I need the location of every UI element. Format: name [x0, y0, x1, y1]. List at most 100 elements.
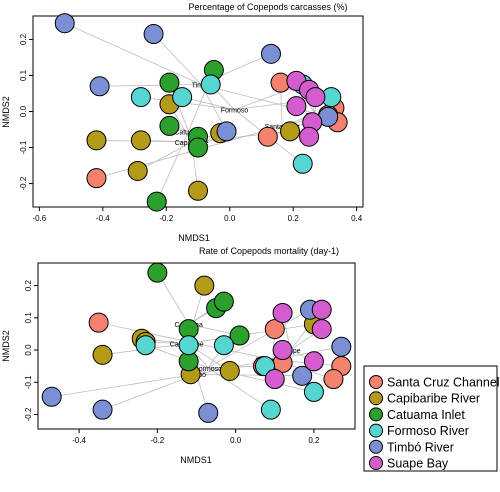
point-suape-bay [305, 87, 326, 108]
bottom-y-axis: -0.2 -0.1 0.0 0.1 0.2 [24, 279, 38, 421]
connector-line [64, 22, 202, 85]
point-catuama-inlet [146, 191, 167, 212]
connector-line [51, 373, 197, 398]
point-suape-bay [264, 369, 285, 390]
legend-label-santa-cruz-channel: Santa Cruz Channel [387, 376, 500, 390]
point-timbo-river [54, 13, 75, 34]
legend-label-suape-bay: Suape Bay [387, 457, 449, 471]
legend-swatch-formoso-river [369, 423, 383, 438]
point-catuama-inlet [147, 262, 168, 283]
point-formoso-river [260, 399, 281, 420]
y-tick-label: 0.1 [24, 312, 33, 324]
x-tick-label: -0.2 [150, 436, 164, 445]
point-santa-cruz-channel [257, 126, 278, 147]
legend-box [363, 365, 498, 472]
connector-line [196, 309, 311, 375]
bottom-panel: Rate of Copepods mortality (day-1) Catua… [1, 246, 356, 465]
connector-line [196, 373, 303, 377]
centroid-label-catuama: Catuama [174, 129, 203, 136]
point-formoso-river [303, 381, 324, 402]
point-formoso-river [172, 87, 193, 108]
connector-line [156, 131, 189, 202]
y-tick-label: -0.2 [24, 407, 33, 421]
y-tick-label: 0.0 [19, 105, 28, 117]
point-capibaribe-river [188, 180, 208, 201]
point-suape-bay [311, 299, 332, 320]
legend-swatch-catuama-inlet [369, 407, 383, 422]
legend-swatch-timbo-river [369, 439, 383, 454]
point-catuama-inlet [188, 137, 208, 158]
point-santa-cruz-channel [264, 319, 285, 340]
centroid-label-formoso: Formoso [194, 366, 222, 373]
y-tick-label: -0.2 [19, 176, 28, 190]
legend-swatch-capibaribe-river [369, 391, 383, 406]
point-suape-bay [272, 302, 293, 323]
connector-line [153, 33, 202, 85]
y-tick-label: 0.2 [24, 279, 33, 291]
point-capibaribe-river [280, 121, 301, 142]
top-y-axis-label: NMDS2 [1, 96, 11, 128]
legend-swatch-santa-cruz-channel [369, 375, 383, 389]
point-timbo-river [41, 386, 62, 407]
connector-line [137, 141, 192, 172]
point-capibaribe-river [194, 275, 215, 296]
point-timbo-river [331, 336, 352, 357]
top-x-axis-label: NMDS1 [178, 233, 210, 243]
point-suape-bay [303, 351, 324, 372]
x-tick-label: -0.4 [72, 436, 86, 445]
connector-line [99, 84, 202, 87]
point-suape-bay [299, 126, 320, 147]
bottom-chart-title: Rate of Copepods mortality (day-1) [199, 246, 339, 256]
point-formoso-river [213, 335, 234, 356]
point-capibaribe-river [127, 160, 148, 181]
bottom-points [41, 262, 352, 423]
top-panel: Percentage of Copepods carcasses (%) Tim… [1, 2, 364, 243]
legend-label-timbo-river: Timbó River [387, 440, 454, 454]
bottom-x-axis: -0.4 -0.2 0.0 0.2 [72, 429, 320, 445]
point-santa-cruz-channel [323, 369, 344, 390]
x-tick-label: 0.2 [288, 214, 300, 223]
point-timbo-river [89, 76, 110, 97]
point-capibaribe-river [92, 344, 113, 365]
point-catuama-inlet [159, 115, 180, 136]
y-tick-label: 0.0 [24, 344, 33, 356]
bottom-plot-frame [37, 262, 356, 430]
top-chart-title: Percentage of Copepods carcasses (%) [188, 2, 347, 12]
point-santa-cruz-channel [86, 168, 107, 189]
point-capibaribe-river [86, 130, 107, 151]
legend: Santa Cruz Channel Capibaribe River Catuam… [363, 365, 500, 472]
point-suape-bay [311, 319, 332, 340]
point-formoso-river [200, 74, 221, 95]
y-tick-label: -0.1 [19, 140, 28, 154]
bottom-x-axis-label: NMDS1 [180, 455, 212, 465]
y-tick-label: 0.1 [19, 69, 28, 81]
x-tick-label: 0.0 [224, 214, 236, 223]
y-tick-label: -0.1 [24, 375, 33, 389]
x-tick-label: 0.0 [230, 436, 242, 445]
connector-line [157, 272, 190, 325]
point-capibaribe-river [219, 360, 240, 381]
point-catuama-inlet [159, 72, 180, 93]
point-formoso-river [130, 87, 151, 108]
top-y-axis: -0.2 -0.1 0.0 0.1 0.2 [19, 33, 33, 190]
legend-swatch-suape-bay [369, 456, 383, 470]
point-timbo-river [260, 43, 281, 64]
point-capibaribe-river [130, 130, 151, 151]
x-tick-label: 0.4 [351, 214, 363, 223]
point-suape-bay [286, 96, 307, 117]
y-tick-label: 0.2 [19, 33, 28, 45]
point-santa-cruz-channel [88, 312, 109, 333]
centroid-label-formoso: Formoso [221, 108, 249, 115]
connector-line [102, 373, 197, 411]
legend-label-capibaribe-river: Capibaribe River [387, 392, 480, 406]
point-timbo-river [198, 402, 219, 423]
point-timbo-river [143, 24, 164, 45]
point-timbo-river [216, 121, 237, 142]
point-catuama-inlet [213, 291, 234, 312]
x-tick-label: 0.2 [308, 436, 320, 445]
top-x-axis: -0.6 -0.4 -0.2 0.0 0.2 0.4 [32, 207, 363, 223]
point-formoso-river [292, 153, 313, 174]
bottom-y-axis-label: NMDS2 [1, 330, 11, 362]
x-tick-label: -0.2 [159, 214, 173, 223]
